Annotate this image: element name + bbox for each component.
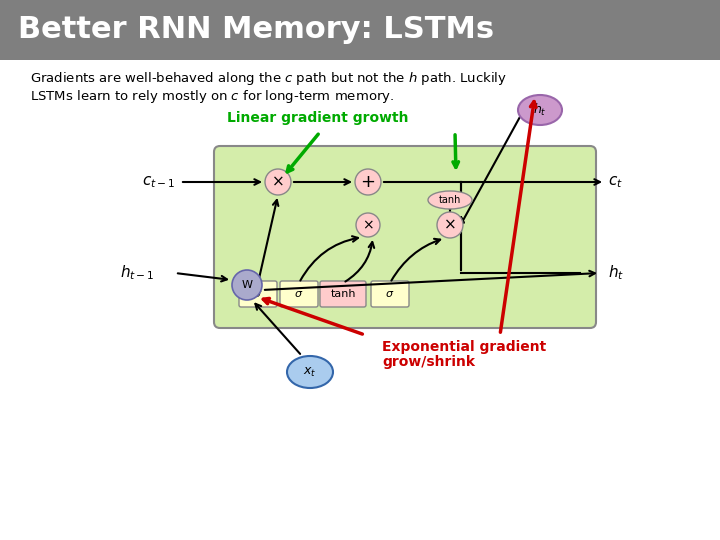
FancyBboxPatch shape: [0, 0, 720, 60]
Ellipse shape: [518, 95, 562, 125]
Text: $h_{t-1}$: $h_{t-1}$: [120, 264, 155, 282]
FancyBboxPatch shape: [239, 281, 277, 307]
Text: ×: ×: [271, 174, 284, 190]
Circle shape: [232, 270, 262, 300]
Text: Gradients are well-behaved along the $c$ path but not the $h$ path. Luckily: Gradients are well-behaved along the $c$…: [30, 70, 507, 87]
FancyBboxPatch shape: [280, 281, 318, 307]
Text: $\sigma$: $\sigma$: [253, 289, 263, 299]
Text: tanh: tanh: [330, 289, 356, 299]
Circle shape: [356, 213, 380, 237]
Text: W: W: [241, 280, 253, 290]
Circle shape: [265, 169, 291, 195]
Ellipse shape: [287, 356, 333, 388]
Text: Exponential gradient: Exponential gradient: [382, 340, 546, 354]
Text: ×: ×: [444, 218, 456, 233]
FancyBboxPatch shape: [320, 281, 366, 307]
Text: $x_t$: $x_t$: [303, 366, 317, 379]
Text: $h_t$: $h_t$: [608, 264, 624, 282]
Text: ×: ×: [362, 218, 374, 232]
Ellipse shape: [428, 191, 472, 209]
Text: +: +: [361, 173, 376, 191]
Text: Linear gradient growth: Linear gradient growth: [228, 111, 409, 125]
Text: Better RNN Memory: LSTMs: Better RNN Memory: LSTMs: [18, 16, 494, 44]
Text: $h_t$: $h_t$: [534, 102, 546, 118]
Circle shape: [355, 169, 381, 195]
Text: $c_{t-1}$: $c_{t-1}$: [142, 174, 175, 190]
Text: $\sigma$: $\sigma$: [294, 289, 304, 299]
Circle shape: [437, 212, 463, 238]
Text: $c_t$: $c_t$: [608, 174, 623, 190]
Text: $\sigma$: $\sigma$: [385, 289, 395, 299]
Text: grow/shrink: grow/shrink: [382, 355, 475, 369]
Text: LSTMs learn to rely mostly on $c$ for long-term memory.: LSTMs learn to rely mostly on $c$ for lo…: [30, 88, 394, 105]
Text: tanh: tanh: [438, 195, 462, 205]
FancyBboxPatch shape: [214, 146, 596, 328]
FancyBboxPatch shape: [371, 281, 409, 307]
